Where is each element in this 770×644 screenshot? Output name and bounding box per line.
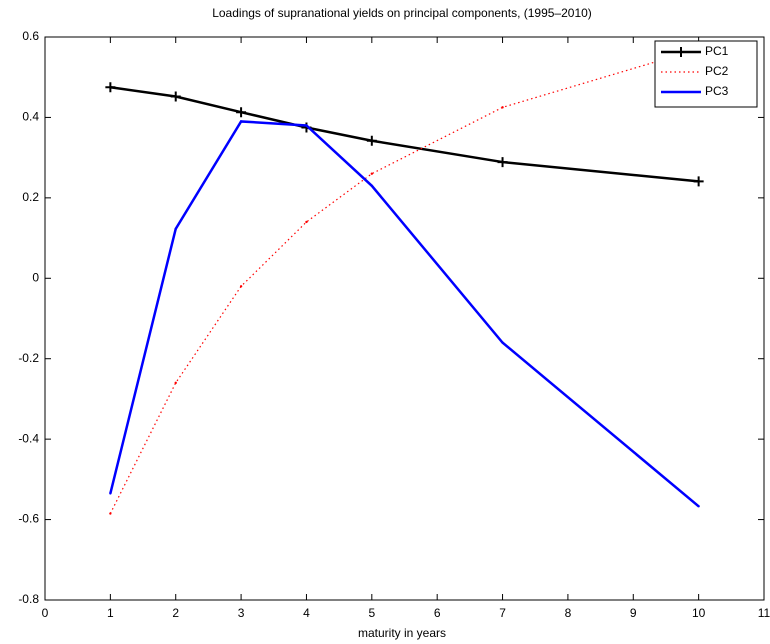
marker (366, 135, 377, 146)
y-tick-label: -0.6 (18, 512, 39, 526)
x-tick-label: 9 (630, 606, 637, 620)
point (697, 505, 700, 508)
y-tick-label: -0.8 (18, 592, 39, 606)
point (109, 512, 112, 515)
x-tick-label: 4 (303, 606, 310, 620)
marker (693, 176, 704, 187)
legend-label: PC3 (705, 84, 729, 98)
x-tick-label: 3 (238, 606, 245, 620)
y-tick-label: 0.4 (22, 110, 39, 124)
x-tick-label: 5 (368, 606, 375, 620)
marker (497, 157, 508, 168)
legend-marker (676, 47, 686, 57)
point (370, 184, 374, 187)
point (501, 106, 504, 109)
point (239, 285, 243, 288)
point (501, 341, 504, 344)
y-tick-label: -0.2 (18, 351, 39, 365)
point (174, 227, 177, 231)
point (305, 220, 308, 224)
point (174, 381, 177, 385)
x-tick-label: 6 (434, 606, 441, 620)
y-tick-label: 0.2 (22, 190, 39, 204)
x-tick-label: 7 (499, 606, 506, 620)
legend-label: PC1 (705, 44, 729, 58)
x-tick-label: 2 (172, 606, 179, 620)
legend-label: PC2 (705, 64, 729, 78)
x-tick-label: 1 (107, 606, 114, 620)
x-tick-label: 11 (758, 606, 770, 620)
plot-area (44, 36, 765, 601)
y-tick-label: -0.4 (18, 431, 39, 445)
x-tick-label: 10 (692, 606, 706, 620)
point (370, 172, 374, 175)
point (109, 492, 112, 495)
marker (170, 91, 181, 102)
x-tick-label: 8 (565, 606, 572, 620)
x-axis-label: maturity in years (358, 626, 446, 640)
x-tick-label: 0 (42, 606, 49, 620)
point (305, 124, 308, 127)
chart-title: Loadings of supranational yields on prin… (212, 6, 592, 20)
point (239, 120, 243, 123)
marker (105, 82, 116, 93)
y-tick-label: 0 (32, 270, 39, 284)
marker (236, 107, 247, 118)
y-tick-label: 0.6 (22, 29, 39, 43)
